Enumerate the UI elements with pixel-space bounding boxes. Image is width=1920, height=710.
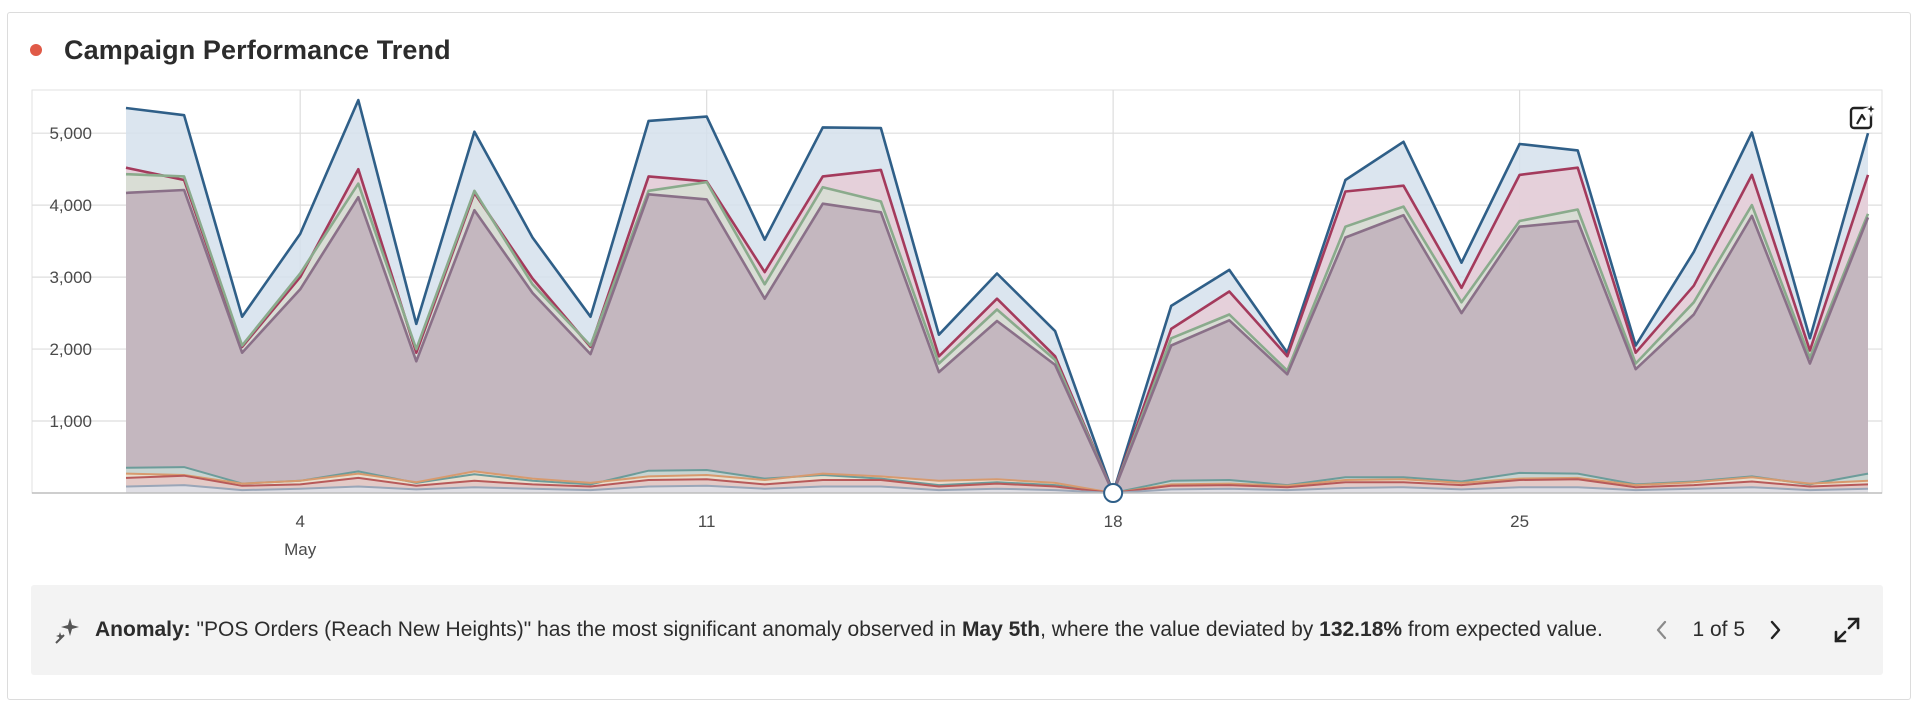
series-line-4 <box>125 188 1870 495</box>
series-line-2 <box>125 166 1870 495</box>
anomaly-label: Anomaly: <box>95 618 191 641</box>
y-tick-label: 1,000 <box>49 412 92 431</box>
x-tick-label: 25 <box>1510 512 1529 531</box>
x-tick-label: 11 <box>698 512 716 531</box>
anomaly-insight-bar: Anomaly: "POS Orders (Reach New Heights)… <box>31 585 1883 675</box>
x-tick-label: 4 <box>295 512 304 531</box>
selected-point-marker <box>1103 483 1124 503</box>
series-line-1 <box>125 98 1870 495</box>
anomaly-percent: 132.18% <box>1319 618 1403 641</box>
card-header: Campaign Performance Trend <box>30 30 451 70</box>
insight-pager: 1 of 5 <box>1644 585 1867 675</box>
series-line-7 <box>125 474 1869 494</box>
anomaly-text-1: "POS Orders (Reach New Heights)" has the… <box>190 618 962 641</box>
series-line-6 <box>125 470 1869 494</box>
anomaly-text-3: from expected value. <box>1402 618 1603 641</box>
series-line-8 <box>125 484 1869 494</box>
y-tick-label: 4,000 <box>49 196 92 215</box>
anomaly-date: May 5th <box>961 618 1041 641</box>
anomaly-text-2: , where the value deviated by <box>1040 618 1320 641</box>
expand-icon[interactable] <box>1827 610 1867 650</box>
sparkle-icon <box>49 612 85 648</box>
x-tick-sublabel: May <box>284 540 317 559</box>
ai-insight-icon[interactable] <box>1846 100 1880 134</box>
series-line-3 <box>125 172 1870 495</box>
next-insight-button[interactable] <box>1757 612 1793 648</box>
pager-status: 1 of 5 <box>1692 618 1745 641</box>
card-title: Campaign Performance Trend <box>64 34 451 65</box>
area-chart: 1,000 2,000 3,000 4,000 5,000 4 May 11 18 25 <box>31 89 1883 559</box>
y-tick-label: 3,000 <box>49 268 92 287</box>
previous-insight-button[interactable] <box>1644 612 1680 648</box>
status-dot <box>30 44 42 56</box>
y-tick-label: 2,000 <box>49 340 92 359</box>
y-tick-label: 5,000 <box>49 124 92 143</box>
anomaly-message: Anomaly: "POS Orders (Reach New Heights)… <box>95 618 1603 642</box>
x-tick-label: 18 <box>1104 512 1123 531</box>
